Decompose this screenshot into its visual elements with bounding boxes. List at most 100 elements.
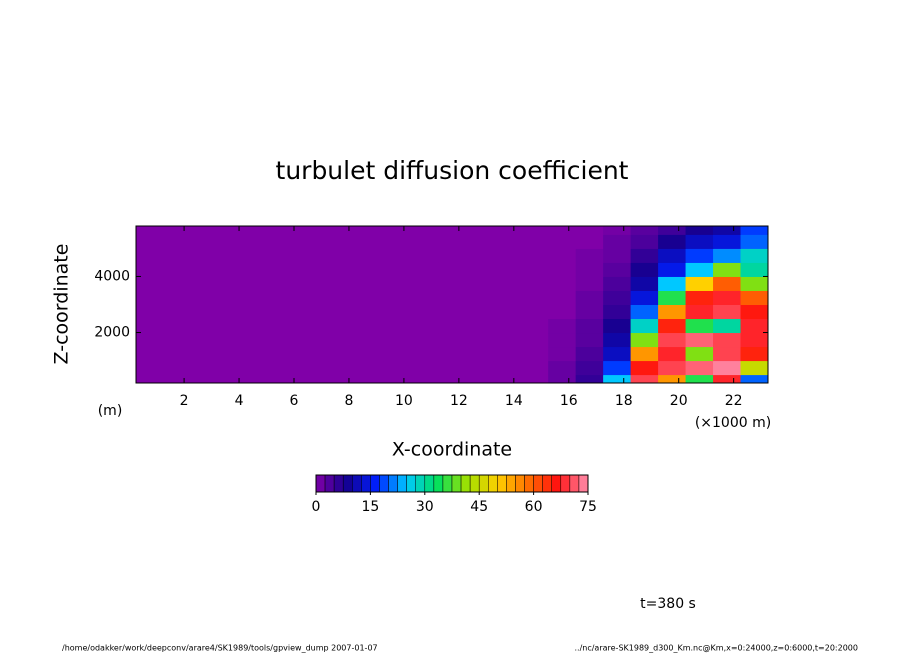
field-cell <box>273 374 302 383</box>
colorbar-swatch <box>433 474 444 493</box>
field-cell <box>273 304 302 320</box>
field-cell <box>190 332 219 348</box>
field-cell <box>163 346 192 362</box>
x-axis-label: X-coordinate <box>392 439 512 461</box>
field-cell <box>575 332 604 348</box>
field-cell <box>603 374 632 383</box>
field-cell <box>410 360 439 376</box>
field-cell <box>685 318 714 334</box>
colorbar-frame <box>315 474 589 493</box>
colorbar-swatch <box>469 474 480 493</box>
field-cell <box>465 304 494 320</box>
field-cell <box>163 276 192 291</box>
field-cell <box>245 304 274 320</box>
field-cell <box>218 234 247 249</box>
field-cell <box>685 304 714 320</box>
field-cell <box>740 276 768 291</box>
field-cell <box>383 234 412 249</box>
field-cell <box>575 262 604 277</box>
field-cell <box>603 226 632 235</box>
colorbar-swatch <box>333 474 344 493</box>
field-cell <box>603 332 632 348</box>
field-cell <box>163 304 192 320</box>
field-cell <box>383 318 412 334</box>
field-cell <box>328 346 357 362</box>
x-tick-label: 16 <box>560 393 578 409</box>
field-cell <box>465 290 494 305</box>
field-cell <box>465 360 494 376</box>
field-cell <box>520 248 549 263</box>
field-cell <box>190 360 219 376</box>
field-cell <box>438 304 467 320</box>
field-cell <box>245 332 274 348</box>
field-cell <box>410 276 439 291</box>
field-cell <box>520 226 549 235</box>
y-tick-label: 4000 <box>94 268 130 284</box>
colorbar-swatch <box>542 474 552 493</box>
field-cell <box>465 226 494 235</box>
field-cell <box>355 248 384 263</box>
field-cell <box>685 234 714 249</box>
field-cell <box>658 276 687 291</box>
field-cell <box>245 248 274 263</box>
field-cell <box>713 234 742 249</box>
field-cell <box>713 226 742 235</box>
colorbar-swatch <box>370 474 380 493</box>
field-cell <box>658 290 687 305</box>
colorbar-swatch <box>478 474 489 493</box>
field-cell <box>658 226 687 235</box>
field-cell <box>658 248 687 263</box>
field-cell <box>328 304 357 320</box>
colorbar-swatch <box>352 474 362 493</box>
field-cell <box>603 248 632 263</box>
field-cell <box>273 332 302 348</box>
field-cell <box>575 374 604 383</box>
field-cell <box>383 226 412 235</box>
field-cell <box>218 226 247 235</box>
field-cell <box>163 248 192 263</box>
field-cell <box>630 346 659 362</box>
field-cell <box>328 248 357 263</box>
field-cell <box>548 346 577 362</box>
field-cell <box>383 374 412 383</box>
field-cell <box>465 346 494 362</box>
field-cell <box>520 290 549 305</box>
field-cell <box>685 332 714 348</box>
field-cell <box>685 360 714 376</box>
field-cell <box>163 226 192 235</box>
field-cell <box>273 226 302 235</box>
field-cell <box>603 262 632 277</box>
colorbar-swatch <box>488 474 498 493</box>
field-cell <box>685 262 714 277</box>
field-cell <box>548 248 577 263</box>
field-cell <box>218 318 247 334</box>
field-cell <box>355 290 384 305</box>
field-cell <box>740 346 768 362</box>
field-cell <box>548 276 577 291</box>
colorbar-tick-label: 30 <box>416 499 434 515</box>
field-cell <box>218 290 247 305</box>
x-tick-label: 12 <box>450 393 468 409</box>
colorbar-swatch <box>424 474 435 493</box>
field-cell <box>163 290 192 305</box>
field-cell <box>190 304 219 320</box>
field-cell <box>658 346 687 362</box>
colorbar-swatch <box>506 474 516 493</box>
field-cell <box>245 276 274 291</box>
field-cell <box>383 248 412 263</box>
field-cell <box>465 234 494 249</box>
field-cell <box>520 360 549 376</box>
field-cell <box>163 332 192 348</box>
field-cell <box>493 318 522 334</box>
field-cell <box>355 346 384 362</box>
x-tick-label: 14 <box>505 393 523 409</box>
field-cell <box>465 332 494 348</box>
field-cell <box>218 332 247 348</box>
colorbar-swatch <box>342 474 353 493</box>
field-cell <box>218 374 247 383</box>
field-cell <box>493 360 522 376</box>
field-cell <box>300 276 329 291</box>
field-cell <box>355 234 384 249</box>
field-cell <box>740 318 768 334</box>
field-cell <box>438 360 467 376</box>
